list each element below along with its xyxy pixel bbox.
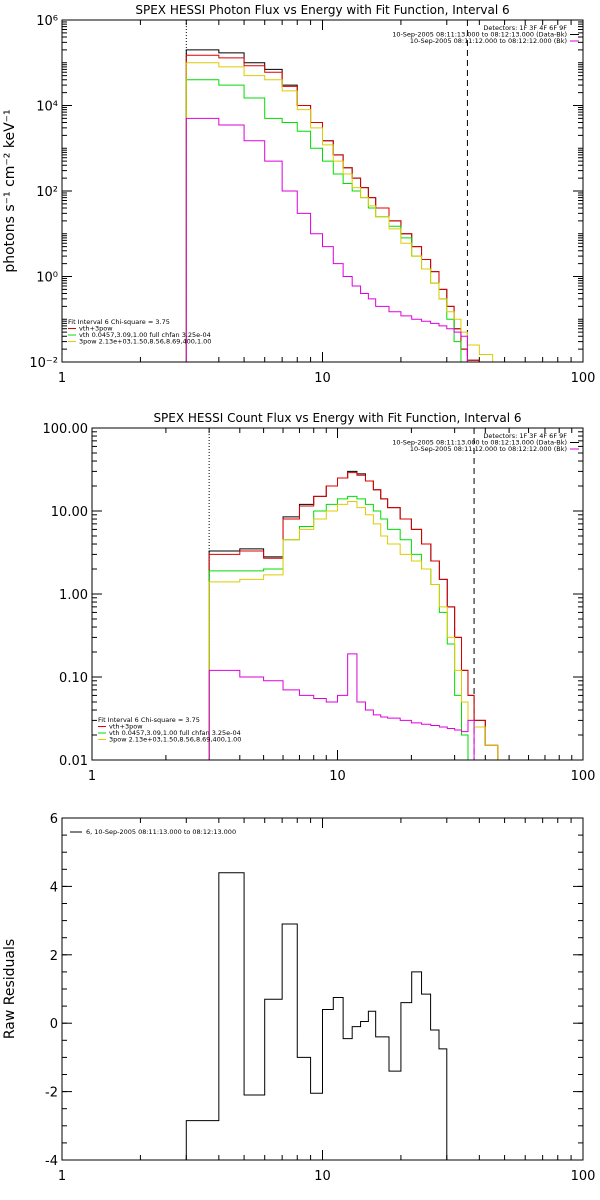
y-tick-label: 6: [50, 812, 58, 827]
y-tick-label: -4: [45, 1154, 58, 1169]
y-tick-label: 100.00: [43, 422, 89, 437]
x-tick-label: 10: [329, 769, 346, 784]
y-tick-label: 0.10: [59, 671, 88, 686]
legend-top-entry: 10-Sep-2005 08:11:13.000 to 08:12:13.000…: [392, 31, 567, 39]
x-tick-label: 100: [571, 371, 596, 386]
x-tick-label: 1: [88, 769, 96, 784]
plot-frame: [91, 427, 584, 761]
panel-2: SPEX HESSI Count Flux vs Energy with Fit…: [43, 411, 596, 784]
x-tick-label: 100: [571, 769, 596, 784]
y-tick-label: 10⁴: [36, 100, 58, 115]
legend-bottom-entry: 3pow 2.13e+03,1.50,8.56,8.69,400,1.00: [79, 338, 211, 346]
y-tick-label: 10⁰: [36, 271, 58, 286]
y-tick-label: 4: [50, 880, 58, 895]
series-line-4: [185, 62, 526, 362]
y-tick-label: 10²: [36, 185, 58, 200]
series-line-3: [208, 495, 475, 760]
x-tick-label: 1: [58, 371, 66, 386]
series-line-3: [185, 79, 480, 362]
y-axis-label: photons s⁻¹ cm⁻² keV⁻¹: [2, 109, 18, 272]
y-tick-label: 0: [50, 1017, 58, 1032]
series-line-5: [208, 653, 475, 760]
plot-frame: [61, 19, 584, 363]
y-tick-label: 10.00: [51, 505, 88, 520]
legend-bottom-entry: vth+3pow: [109, 723, 143, 731]
x-tick-label: 100: [571, 1169, 596, 1184]
legend-top-entry: 10-Sep-2005 08:11:12.000 to 08:12:12.000…: [410, 37, 567, 45]
legend-top-entry: 10-Sep-2005 08:11:12.000 to 08:12:12.000…: [410, 445, 567, 453]
chart-title: SPEX HESSI Photon Flux vs Energy with Fi…: [135, 3, 509, 17]
series-line-5: [185, 117, 468, 362]
plot-frame: [61, 817, 584, 1161]
y-tick-label: 0.01: [59, 754, 88, 769]
y-tick-label: 1.00: [59, 588, 88, 603]
legend-bottom-entry: vth+3pow: [79, 325, 113, 333]
series-line-1: [185, 872, 448, 1160]
series-line-4: [208, 501, 499, 760]
y-tick-label: 10⁶: [36, 14, 58, 29]
legend-bottom-entry: Fit Interval 6 Chi-square = 3.75: [68, 318, 170, 326]
legend-bottom-entry: Fit Interval 6 Chi-square = 3.75: [98, 716, 200, 724]
legend-top-entry: Detectors: 1F 3F 4F 6F 9F: [483, 432, 567, 440]
legend-bottom-entry: 3pow 2.13e+03,1.50,8.56,8.69,400,1.00: [109, 736, 241, 744]
panel-1: SPEX HESSI Photon Flux vs Energy with Fi…: [2, 3, 595, 386]
legend-top-entry: Detectors: 1F 3F 4F 6F 9F: [483, 24, 567, 32]
series-line-2: [208, 472, 499, 760]
x-tick-label: 10: [314, 1169, 331, 1184]
legend-top-entry: 10-Sep-2005 08:11:13.000 to 08:12:13.000…: [392, 439, 567, 447]
x-tick-label: 1: [58, 1169, 66, 1184]
legend-bottom-entry: vth 0.0457,3.09,1.00 full chfan 3.25e-04: [79, 331, 211, 339]
y-tick-label: -2: [45, 1086, 58, 1101]
legend-bottom-entry: vth 0.0457,3.09,1.00 full chfan 3.25e-04: [109, 729, 241, 737]
y-axis-label: Raw Residuals: [2, 939, 18, 1039]
y-tick-label: 2: [50, 949, 58, 964]
panel-3: Raw Residuals 1 10 100 -4 -2 0 2 4 6 6, 10-Sep-200…: [2, 812, 595, 1184]
series-group: [185, 49, 526, 362]
y-tick-label: 10⁻²: [29, 356, 58, 371]
chart-title: SPEX HESSI Count Flux vs Energy with Fit…: [153, 411, 521, 425]
x-tick-label: 10: [314, 371, 331, 386]
series-group: [185, 872, 448, 1160]
legend-entry: 6, 10-Sep-2005 08:11:13.000 to 08:12:13.…: [86, 828, 236, 836]
series-group: [208, 470, 499, 760]
